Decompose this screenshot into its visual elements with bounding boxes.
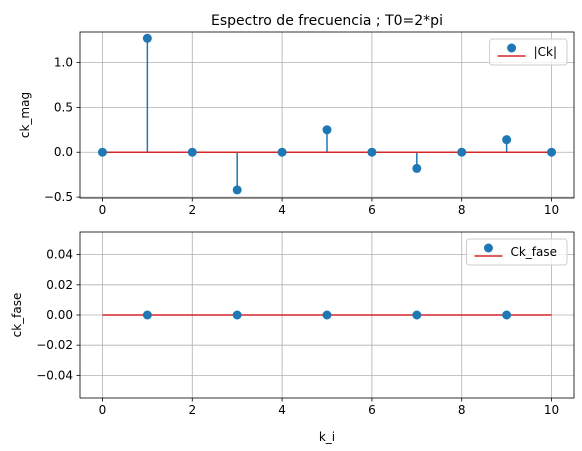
x-tick-label: 2 xyxy=(188,203,196,217)
stem-marker xyxy=(232,310,242,320)
x-tick-label: 10 xyxy=(544,403,559,417)
y-tick-label: −0.04 xyxy=(36,368,73,382)
magnitude-ticks: 0 2 4 6 8 10 −0.5 0.0 0.5 1.0 xyxy=(44,56,559,217)
stem-marker xyxy=(412,163,422,173)
magnitude-y-axis-label: ck_mag xyxy=(18,92,32,138)
phase-stems xyxy=(102,310,552,320)
stem-marker xyxy=(457,147,467,157)
x-tick-label: 6 xyxy=(368,403,376,417)
y-tick-label: 1.0 xyxy=(54,56,73,70)
x-tick-label: 0 xyxy=(99,403,107,417)
stem-marker xyxy=(367,147,377,157)
phase-y-axis-label: ck_fase xyxy=(10,293,24,338)
y-tick-label: 0.5 xyxy=(54,100,73,114)
stem-marker xyxy=(502,310,512,320)
magnitude-subplot: 0 2 4 6 8 10 −0.5 0.0 0.5 1.0 Espectro de frecuen… xyxy=(18,13,575,217)
chart-title: Espectro de frecuencia ; T0=2*pi xyxy=(211,13,443,29)
phase-legend-label: Ck_fase xyxy=(510,245,557,259)
stem-marker xyxy=(142,33,152,43)
phase-legend: Ck_fase xyxy=(465,238,568,266)
x-tick-label: 4 xyxy=(278,403,286,417)
magnitude-legend-marker-swatch xyxy=(507,43,517,53)
phase-subplot: 0 2 4 6 8 10 −0.04 −0.02 0.00 0.02 0.04 k_i ck_fas… xyxy=(10,231,575,444)
phase-ticks: 0 2 4 6 8 10 −0.04 −0.02 0.00 0.02 0.04 xyxy=(36,248,559,417)
x-tick-label: 0 xyxy=(99,203,107,217)
magnitude-legend: |Ck| xyxy=(489,38,568,66)
x-tick-label: 6 xyxy=(368,203,376,217)
magnitude-stems xyxy=(97,33,557,195)
x-tick-label: 8 xyxy=(458,403,466,417)
y-tick-label: 0.04 xyxy=(46,248,73,262)
phase-x-axis-label: k_i xyxy=(319,430,335,444)
x-tick-label: 2 xyxy=(188,403,196,417)
stem-marker xyxy=(187,147,197,157)
stem-marker xyxy=(232,185,242,195)
y-tick-label: 0.00 xyxy=(46,308,73,322)
phase-legend-marker-swatch xyxy=(483,243,493,253)
magnitude-legend-label: |Ck| xyxy=(534,45,557,59)
stem-marker xyxy=(547,147,557,157)
stem-marker xyxy=(502,135,512,145)
stem-marker xyxy=(277,147,287,157)
y-tick-label: −0.5 xyxy=(44,190,73,204)
y-tick-label: 0.02 xyxy=(46,278,73,292)
stem-marker xyxy=(322,310,332,320)
stem-marker xyxy=(97,147,107,157)
stem-marker xyxy=(412,310,422,320)
stem-marker xyxy=(142,310,152,320)
x-tick-label: 8 xyxy=(458,203,466,217)
y-tick-label: 0.0 xyxy=(54,145,73,159)
x-tick-label: 10 xyxy=(544,203,559,217)
stem-marker xyxy=(322,125,332,135)
x-tick-label: 4 xyxy=(278,203,286,217)
y-tick-label: −0.02 xyxy=(36,338,73,352)
magnitude-axes-frame xyxy=(79,31,575,199)
